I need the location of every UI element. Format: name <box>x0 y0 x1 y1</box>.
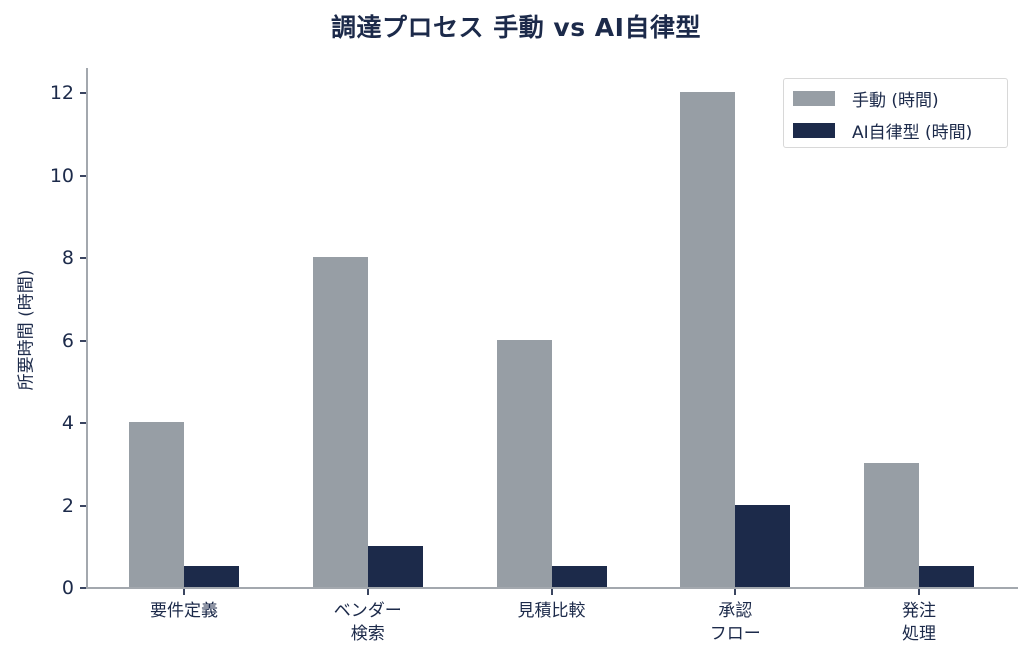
y-tick-label: 4 <box>61 412 74 434</box>
legend-swatch-manual <box>793 90 835 106</box>
y-tick-label: 6 <box>61 329 74 352</box>
bar-ai <box>919 566 974 587</box>
bar-manual <box>496 339 552 587</box>
x-tick <box>734 589 737 595</box>
y-tick <box>80 174 86 177</box>
x-tick-label: 承認 フロー <box>709 601 761 644</box>
y-axis-label: 所要時間 (時間) <box>16 269 37 391</box>
plot-area: 0 2 4 6 8 10 12 要件定義 ベンダー 検索 見積比較 承認 フロー 発注 処理 <box>50 68 1018 644</box>
legend: 手動 (時間) AI自律型 (時間) <box>783 78 1008 148</box>
bar-ai <box>184 566 239 587</box>
bar-manual <box>864 463 919 587</box>
x-tick-label: ベンダー 検索 <box>333 601 402 644</box>
y-tick <box>80 587 86 589</box>
bar-ai <box>735 504 791 587</box>
y-axis-line <box>86 68 88 589</box>
bar-ai <box>551 566 607 587</box>
x-tick-label: 見積比較 <box>517 601 586 621</box>
x-tick-label: 要件定義 <box>150 601 218 621</box>
y-tick-label: 2 <box>61 494 74 517</box>
chart-title: 調達プロセス 手動 vs AI自律型 <box>331 13 701 42</box>
legend-label-manual: 手動 (時間) <box>852 90 939 111</box>
x-tick <box>918 589 920 595</box>
y-tick-label: 8 <box>61 247 74 269</box>
bar-ai <box>367 545 423 587</box>
y-tick <box>80 92 86 94</box>
y-tick-label: 0 <box>61 577 74 599</box>
x-tick <box>366 589 369 595</box>
x-tick <box>183 589 185 595</box>
legend-swatch-ai <box>793 122 835 138</box>
y-tick <box>80 422 86 424</box>
y-tick-label: 10 <box>49 164 74 187</box>
bar-manual <box>312 257 368 587</box>
x-tick <box>550 589 553 595</box>
x-axis-line <box>86 587 1018 589</box>
legend-label-ai: AI自律型 (時間) <box>852 122 973 143</box>
y-tick <box>80 504 86 507</box>
x-tick-label: 発注 処理 <box>902 601 936 644</box>
bar-manual <box>680 92 736 587</box>
bar-manual <box>129 422 184 587</box>
legend-item-manual: 手動 (時間) <box>793 88 939 111</box>
y-tick <box>80 339 86 342</box>
y-tick <box>80 257 86 259</box>
y-tick-label: 12 <box>49 82 74 104</box>
legend-item-ai: AI自律型 (時間) <box>793 120 973 143</box>
